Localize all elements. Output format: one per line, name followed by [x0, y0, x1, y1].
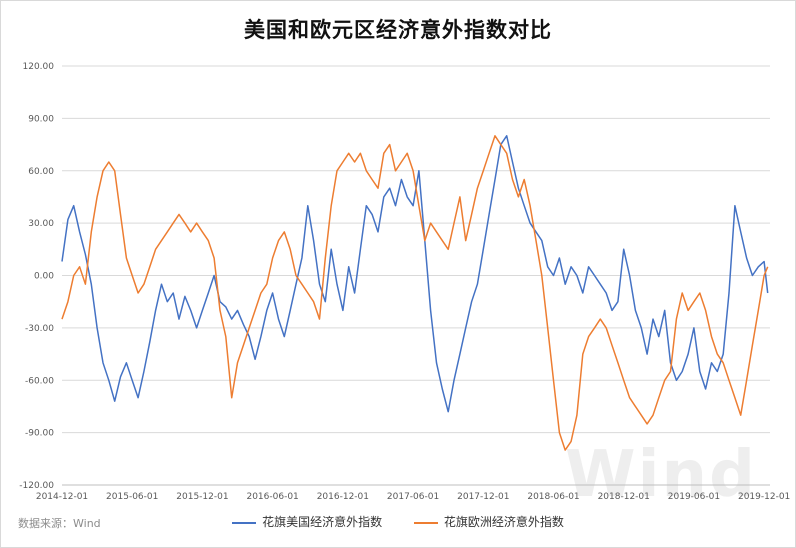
x-tick-label: 2015-06-01 — [106, 492, 158, 502]
legend-item-eu[interactable]: 花旗欧洲经济意外指数 — [413, 513, 564, 530]
chart-title: 美国和欧元区经济意外指数对比 — [244, 18, 552, 42]
y-tick-label: -90.00 — [25, 429, 54, 439]
x-tick-label: 2015-12-01 — [176, 492, 228, 502]
legend-item-us[interactable]: 花旗美国经济意外指数 — [232, 513, 382, 530]
legend-label-us: 花旗美国经济意外指数 — [262, 515, 383, 529]
x-tick-label: 2017-06-01 — [387, 492, 439, 502]
grid-layer — [62, 65, 770, 486]
wind-watermark: Wind — [565, 438, 757, 512]
y-tick-label: -120.00 — [19, 481, 54, 491]
y-tick-label: 90.00 — [28, 114, 54, 124]
x-tick-label: 2018-06-01 — [527, 492, 579, 502]
data-source: 数据来源：Wind — [18, 517, 101, 530]
y-tick-label: -60.00 — [25, 376, 54, 386]
y-tick-label: 0.00 — [34, 272, 54, 282]
x-tick-label: 2019-12-01 — [738, 492, 790, 502]
y-tick-label: -30.00 — [25, 324, 54, 334]
x-tick-label: 2019-06-01 — [668, 492, 720, 502]
y-tick-label: 30.00 — [28, 219, 54, 229]
x-tick-label: 2016-06-01 — [246, 492, 298, 502]
y-tick-label: 120.00 — [23, 62, 55, 72]
x-tick-label: 2014-12-01 — [36, 492, 88, 502]
series-line-eu — [61, 135, 769, 451]
series-layer — [61, 135, 769, 451]
x-tick-label: 2016-12-01 — [317, 492, 369, 502]
x-tick-label: 2017-12-01 — [457, 492, 509, 502]
legend-swatch-us — [232, 521, 257, 524]
legend: 花旗美国经济意外指数 花旗欧洲经济意外指数 — [0, 513, 796, 530]
legend-swatch-eu — [413, 521, 438, 524]
x-tick-label: 2018-12-01 — [598, 492, 650, 502]
y-tick-label: 60.00 — [28, 167, 54, 177]
x-tick-labels: 2014-12-01 2015-06-01 2015-12-01 2016-06-01… — [36, 492, 790, 502]
y-tick-labels: 120.00 90.00 60.00 30.00 0.00 -30.00 -60.00 -90… — [19, 62, 54, 491]
legend-label-eu: 花旗欧洲经济意外指数 — [443, 515, 564, 529]
